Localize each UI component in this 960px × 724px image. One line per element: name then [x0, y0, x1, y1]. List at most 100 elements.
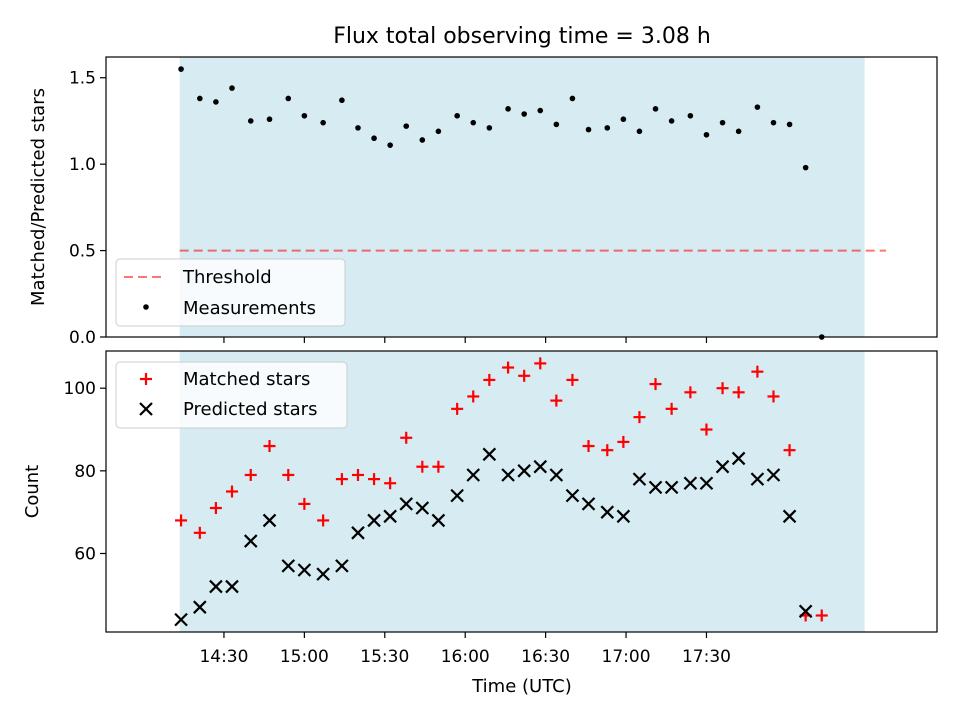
predicted-star-point [565, 488, 580, 503]
matched-star-point [193, 526, 206, 539]
legend-predicted-label: Predicted stars [183, 399, 317, 420]
measurement-point [569, 95, 576, 102]
predicted-star-point [415, 501, 430, 515]
predicted-marker-stroke-b [648, 480, 663, 495]
legend-predicted-swatch [139, 402, 153, 416]
predicted-star-point [243, 534, 258, 548]
count-y-tick-label: 60 [74, 544, 96, 564]
predicted-marker-stroke-b [367, 513, 381, 528]
predicted-star-point [549, 468, 564, 482]
count-panel-frame [105, 350, 938, 633]
matched-star-point [209, 502, 222, 515]
predicted-marker-stroke-b [632, 472, 647, 486]
predicted-star-point [225, 579, 239, 594]
ratio-y-tick-label: 0.0 [69, 328, 96, 348]
time-x-tick-label: 15:30 [360, 647, 409, 667]
predicted-star-point [798, 604, 813, 619]
predicted-marker-stroke-b [225, 579, 239, 594]
matched-star-point [566, 373, 579, 386]
matched-star-point [700, 423, 713, 436]
matched-star-point [601, 444, 614, 457]
matched-star-point [384, 477, 397, 490]
measurement-point [652, 106, 659, 112]
predicted-marker-stroke-b [766, 468, 781, 482]
count-legend: Matched stars Predicted stars [115, 361, 348, 429]
predicted-marker-stroke-b [565, 488, 580, 503]
predicted-star-point [581, 497, 596, 511]
measurement-point [505, 106, 511, 112]
matched-star-point [298, 497, 311, 510]
measurement-point [770, 119, 777, 126]
measurement-point [636, 128, 643, 135]
ratio-y-tick-label: 1.0 [69, 155, 96, 175]
predicted-star-point [600, 505, 615, 519]
ratio-y-axis: 0.0 0.5 1.0 1.5 [69, 69, 106, 348]
matched-star-point [467, 390, 480, 403]
matched-star-point [244, 468, 257, 481]
predicted-star-point [731, 451, 746, 466]
predicted-marker-stroke-b [399, 497, 414, 511]
measurement-point [435, 128, 442, 135]
measurement-point [668, 118, 675, 124]
predicted-star-point [174, 612, 188, 627]
measurement-point [197, 95, 203, 102]
matched-star-point [317, 514, 330, 527]
predicted-marker-stroke-b [466, 468, 481, 482]
predicted-star-point [699, 476, 714, 491]
predicted-star-point [316, 567, 330, 581]
time-x-tick-label: 16:00 [441, 647, 490, 667]
measurement-point [339, 97, 345, 104]
matched-star-point [767, 390, 780, 403]
measurement-point [585, 126, 592, 133]
count-legend-box [115, 361, 348, 429]
legend-measurements-swatch [143, 304, 149, 310]
matched-star-point [665, 402, 678, 415]
predicted-marker-stroke-b [715, 459, 730, 474]
matched-star-point [282, 468, 295, 481]
measurement-point [229, 85, 235, 91]
predicted-star-point [517, 464, 531, 478]
predicted-marker-stroke-b [450, 488, 464, 503]
predicted-star-point [482, 447, 497, 462]
predicted-marker-stroke-b [482, 447, 497, 462]
predicted-star-point [450, 488, 464, 503]
predicted-marker-stroke-b [243, 534, 258, 548]
time-x-tick-label: 16:30 [521, 647, 570, 667]
matched-star-point [502, 361, 515, 374]
predicted-star-point [750, 472, 765, 486]
matched-star-point [633, 411, 646, 424]
legend-matched-swatch [140, 373, 152, 385]
predicted-marker-stroke-b [262, 513, 277, 528]
predicted-marker-stroke-b [664, 480, 679, 495]
predicted-star-point [209, 579, 223, 594]
predicted-marker-stroke-b [699, 476, 714, 491]
chart-title: Flux total observing time = 3.08 h [333, 24, 711, 49]
measurement-point [301, 112, 308, 119]
ratio-x-ticks [223, 337, 708, 343]
predicted-marker-stroke-b [501, 468, 515, 482]
predicted-star-point [715, 459, 730, 474]
time-x-tick-label: 17:30 [682, 647, 731, 667]
measurement-point [355, 125, 361, 131]
predicted-marker-stroke-b [431, 513, 446, 528]
predicted-marker-stroke-b [549, 468, 564, 482]
count-y-tick-label: 100 [64, 379, 96, 399]
matched-star-point [368, 473, 381, 486]
measurement-point [719, 119, 726, 126]
measurement-point [266, 116, 273, 123]
predicted-marker-stroke-b [600, 505, 615, 519]
ratio-y-axis-label: Matched/Predicted stars [28, 88, 49, 306]
ratio-panel-frame [105, 56, 938, 338]
predicted-marker-stroke-b [683, 476, 698, 491]
predicted-star-point [262, 513, 277, 528]
predicted-star-point [632, 472, 647, 486]
matched-star-point [534, 357, 547, 370]
count-y-axis-label: Count [22, 465, 43, 518]
matched-star-point [432, 460, 445, 473]
predicted-marker-stroke-b [581, 497, 596, 511]
predicted-marker-stroke-b [731, 451, 746, 466]
predicted-star-point [501, 468, 515, 482]
predicted-marker-stroke-b [383, 509, 397, 524]
measurement-point [371, 135, 377, 142]
